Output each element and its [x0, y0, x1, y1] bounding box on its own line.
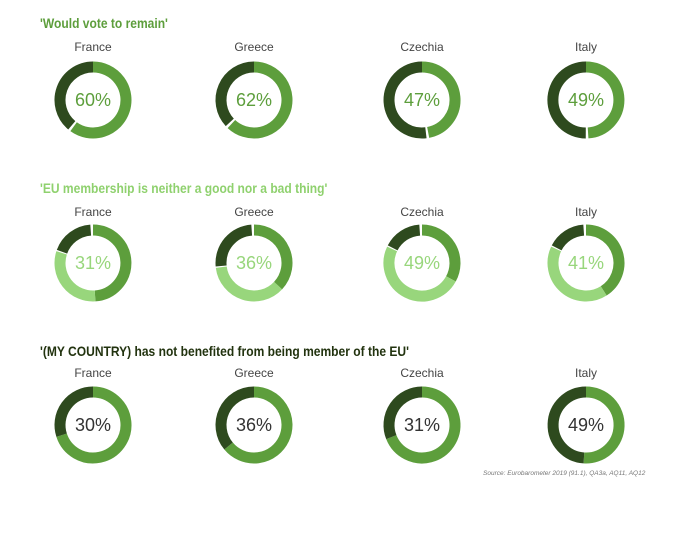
percent-label: 31%: [75, 253, 111, 273]
percent-label: 36%: [236, 253, 272, 273]
donut-segment-bad: [387, 224, 421, 251]
donut-segment-value: [215, 386, 255, 450]
percent-label: 47%: [404, 90, 440, 110]
donut-segment-value: [70, 61, 132, 139]
donut-chart: 49%: [547, 61, 625, 139]
donut-segment-value: [54, 386, 94, 437]
donut-segment-rest: [383, 61, 427, 139]
percent-label: 31%: [404, 415, 440, 435]
percent-label: 49%: [404, 253, 440, 273]
donut-segment-rest: [54, 61, 94, 130]
country-label: Greece: [234, 40, 274, 54]
country-label: Greece: [234, 366, 274, 380]
percent-label: 30%: [75, 415, 111, 435]
country-label: Greece: [234, 205, 274, 219]
section-title: '(MY COUNTRY) has not benefited from bei…: [40, 343, 409, 359]
donut-segment-good: [585, 224, 625, 296]
donut-segment-value: [383, 386, 423, 440]
percent-label: 36%: [236, 415, 272, 435]
donut-segment-value: [383, 246, 456, 302]
donut-chart: 31%: [383, 386, 461, 464]
donut-segment-value: [585, 61, 625, 139]
donut-segment-bad: [551, 224, 585, 251]
section-title: 'Would vote to remain': [40, 15, 168, 31]
donut-segment-value: [421, 61, 461, 138]
country-label: Italy: [574, 366, 597, 380]
section-title: 'EU membership is neither a good nor a b…: [40, 180, 328, 196]
donut-segment-good: [92, 224, 132, 302]
donut-chart: 36%: [215, 224, 293, 302]
percent-label: 41%: [568, 253, 604, 273]
donut-segment-rest: [583, 386, 625, 464]
donut-chart: 41%: [547, 224, 625, 302]
donut-segment-value: [227, 61, 293, 139]
donut-segment-rest: [547, 61, 587, 139]
donut-chart: 30%: [54, 386, 132, 464]
country-label: Czechia: [400, 205, 444, 219]
donut-segment-value: [547, 246, 607, 302]
country-label: France: [74, 205, 112, 219]
donut-chart: 36%: [215, 386, 293, 464]
donut-chart: 47%: [383, 61, 461, 139]
country-label: Italy: [574, 205, 597, 219]
donut-chart: 49%: [547, 386, 625, 464]
donut-segment-value: [215, 266, 283, 302]
donut-segment-value: [54, 251, 96, 302]
donut-chart: 31%: [54, 224, 132, 302]
country-label: Czechia: [400, 40, 444, 54]
donut-chart: 60%: [54, 61, 132, 139]
country-label: Italy: [574, 40, 597, 54]
country-label: France: [74, 366, 112, 380]
donut-segment-bad: [56, 224, 92, 254]
percent-label: 49%: [568, 415, 604, 435]
donut-segment-bad: [215, 224, 253, 267]
donut-segment-value: [547, 386, 587, 464]
donut-segment-rest: [56, 386, 132, 464]
percent-label: 62%: [236, 90, 272, 110]
donut-segment-rest: [224, 386, 293, 464]
donut-segment-good: [253, 224, 293, 290]
donut-chart: 62%: [215, 61, 293, 139]
donut-segment-rest: [215, 61, 255, 127]
donut-segment-good: [421, 224, 461, 282]
percent-label: 60%: [75, 90, 111, 110]
country-label: France: [74, 40, 112, 54]
country-label: Czechia: [400, 366, 444, 380]
donut-chart: 49%: [383, 224, 461, 302]
donut-segment-rest: [386, 386, 461, 464]
source-note: Source: Eurobarometer 2019 (91.1), QA3a,…: [483, 470, 646, 477]
percent-label: 49%: [568, 90, 604, 110]
